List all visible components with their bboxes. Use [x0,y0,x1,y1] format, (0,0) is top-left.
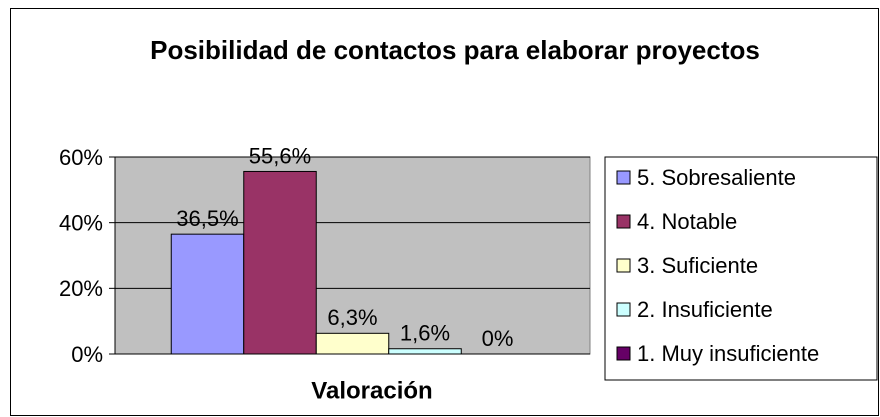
data-label: 55,6% [249,143,311,168]
data-label: 36,5% [176,206,238,231]
bar [388,348,462,355]
data-label: 1,6% [400,321,450,346]
legend-box [604,156,878,381]
y-tick-label: 20% [59,276,103,301]
legend-label: 4. Notable [637,209,737,234]
legend-swatch [616,214,631,229]
y-tick-label: 60% [59,145,103,170]
bar [170,233,245,355]
y-tick-label: 0% [71,342,103,367]
bar [243,170,317,355]
data-label: 0% [482,326,514,351]
bar [315,332,390,355]
chart-title: Posibilidad de contactos para elaborar p… [150,35,760,65]
x-axis-label: Valoración [311,377,432,404]
legend-label: 2. Insuficiente [637,297,773,322]
legend-swatch [616,302,631,317]
legend-label: 3. Suficiente [637,253,758,278]
y-tick-label: 40% [59,210,103,235]
legend-swatch [616,258,631,273]
legend-label: 1. Muy insuficiente [637,341,819,366]
legend-swatch [616,170,631,185]
data-label: 6,3% [327,305,377,330]
legend-swatch [616,346,631,361]
legend-label: 5. Sobresaliente [637,165,796,190]
